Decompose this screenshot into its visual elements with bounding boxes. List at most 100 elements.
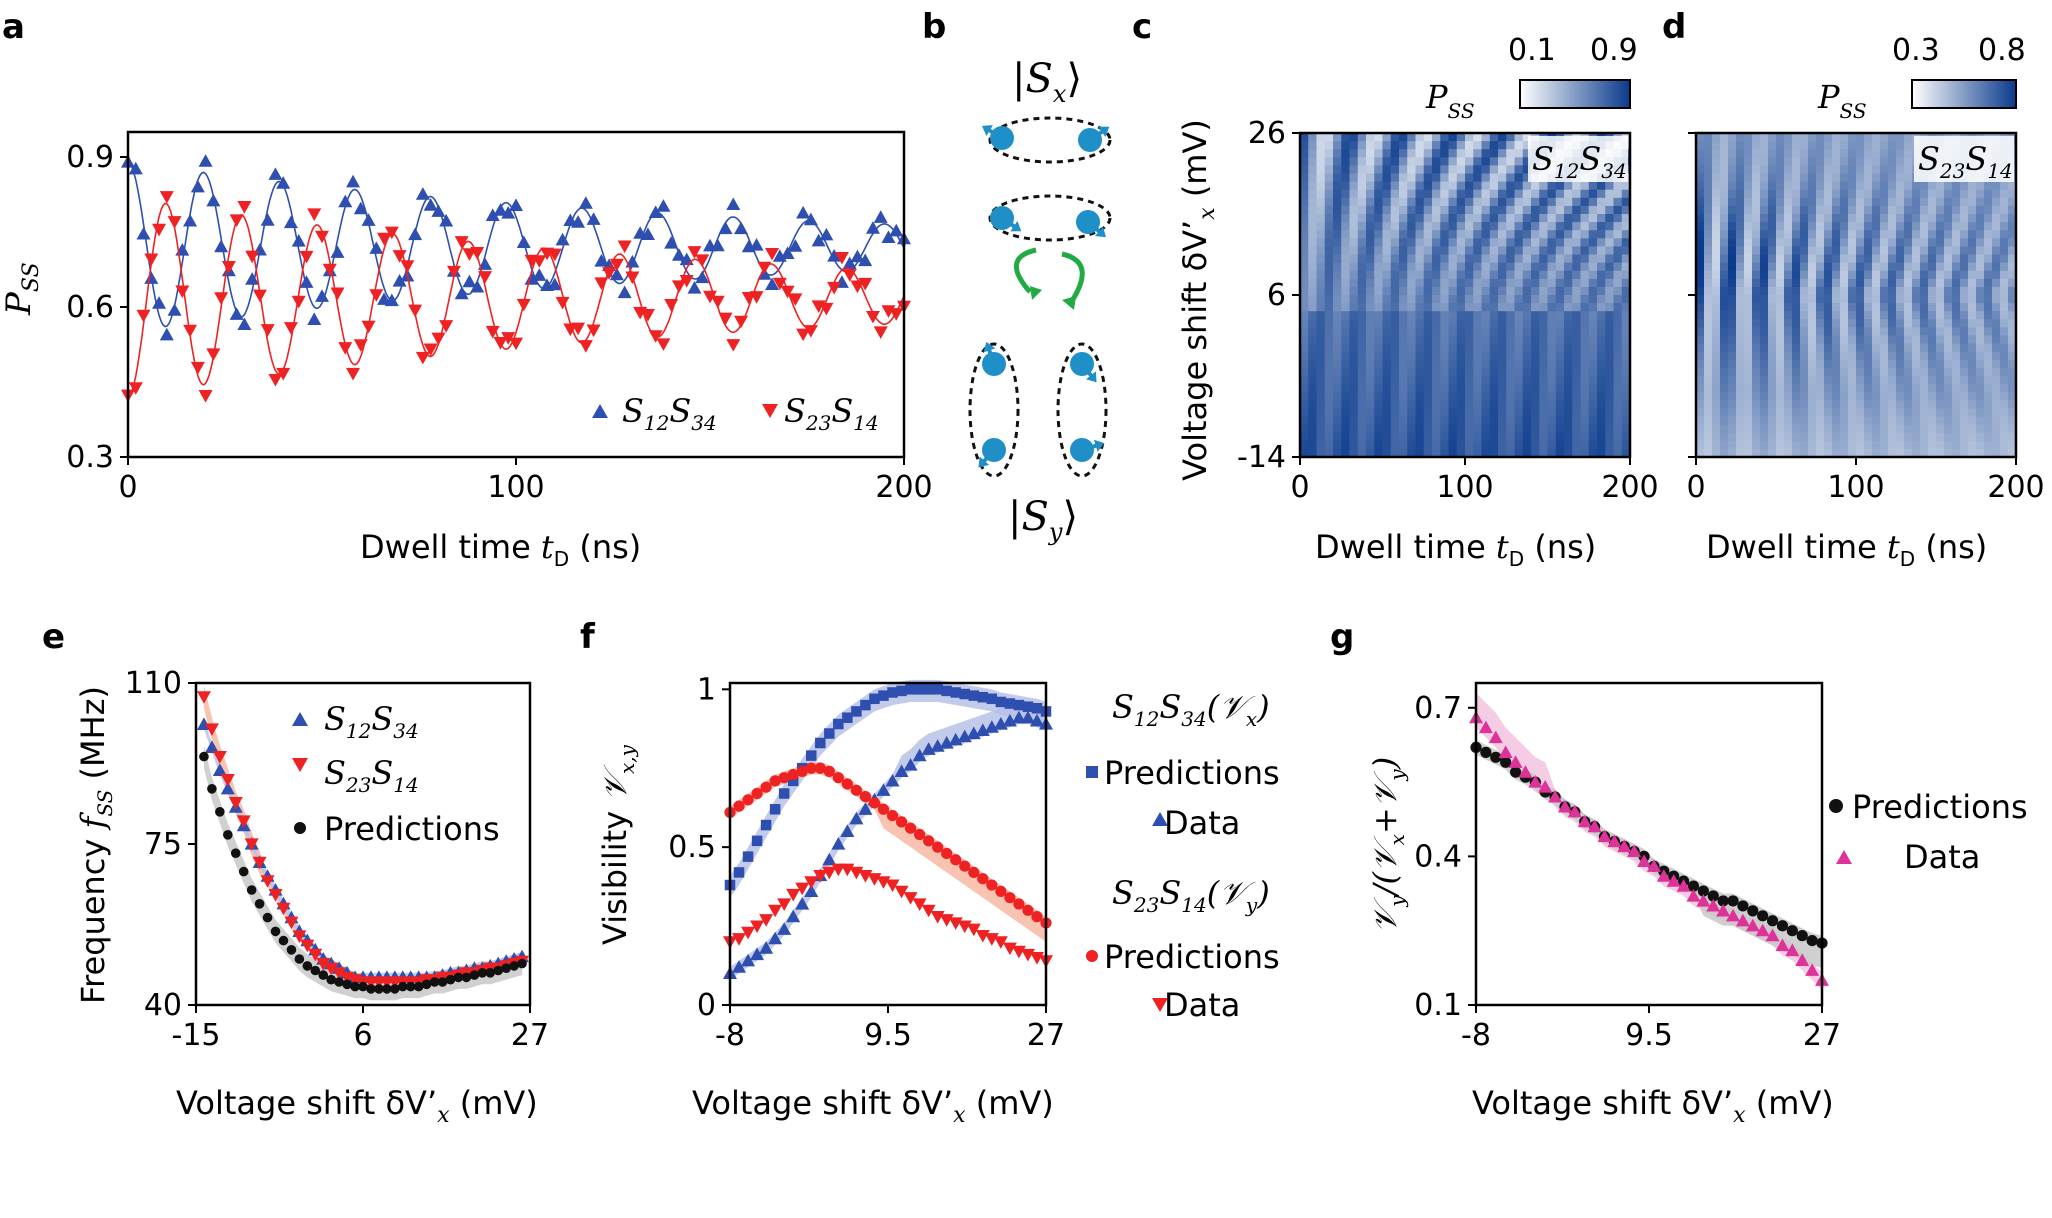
heatmap-cell (1423, 432, 1433, 442)
heatmap-cell (1572, 238, 1582, 247)
data-point-Predictions (230, 848, 241, 858)
x-tick-label: 0 (1686, 470, 1705, 505)
heatmap-cell (1984, 238, 1993, 247)
heatmap-cell (1912, 359, 1921, 369)
data-point-S23S14 (749, 291, 764, 304)
data-point-Predictions (262, 912, 273, 923)
heatmap-cell (1506, 278, 1516, 288)
heatmap-cell (1936, 286, 1945, 296)
heatmap-cell (1744, 133, 1753, 142)
heatmap-cell (2000, 351, 2009, 361)
heatmap-cell (1522, 278, 1532, 288)
heatmap-cell (1506, 448, 1516, 458)
heatmap-cell (1744, 311, 1753, 320)
heatmap-cell (1390, 238, 1400, 247)
heatmap-cell (1928, 448, 1937, 458)
heatmap-cell (1597, 303, 1606, 312)
heatmap-cell (1848, 214, 1857, 223)
heatmap-cell (1776, 376, 1785, 385)
data-point-S23S14 Predictions (787, 768, 799, 781)
heatmap-cell (1960, 392, 1969, 401)
heatmap-cell (1390, 384, 1400, 393)
heatmap-cell (1712, 295, 1721, 304)
heatmap-cell (1848, 367, 1857, 377)
panel-e-legend: S12S34 S23S14 Predictions (292, 700, 500, 848)
heatmap-cell (1968, 238, 1977, 247)
heatmap-cell (1880, 157, 1889, 166)
heatmap-cell (1952, 367, 1961, 377)
heatmap-cell (1936, 230, 1945, 239)
heatmap-cell (1440, 157, 1450, 166)
heatmap-cell (1736, 246, 1745, 256)
heatmap-cell (1800, 440, 1809, 450)
heatmap-cell (1936, 432, 1945, 442)
heatmap-cell (1514, 327, 1524, 337)
pair-ellipse (988, 116, 1112, 164)
heatmap-cell (1300, 440, 1309, 450)
heatmap-cell (1928, 400, 1937, 409)
heatmap-cell (1382, 400, 1392, 409)
data-point-S12S34 (369, 241, 384, 254)
heatmap-cell (1374, 303, 1384, 312)
heatmap-cell (1498, 197, 1507, 207)
heatmap-cell (1390, 173, 1400, 183)
heatmap-cell (1976, 262, 1985, 272)
heatmap-cell (1555, 222, 1565, 231)
heatmap-cell (1498, 141, 1507, 150)
legend-marker-s23s14 (292, 758, 308, 772)
heatmap-cell (1704, 303, 1713, 312)
data-point-S23S14 Data (975, 929, 990, 943)
heatmap-cell (1928, 303, 1937, 312)
heatmap-cell (1316, 335, 1326, 345)
heatmap-cell (1760, 205, 1769, 215)
heatmap-cell (1704, 335, 1713, 345)
heatmap-cell (1316, 440, 1326, 450)
heatmap-cell (1308, 254, 1318, 264)
heatmap-cell (1936, 440, 1945, 450)
heatmap-cell (1613, 278, 1623, 288)
heatmap-cell (1824, 408, 1833, 418)
heatmap-cell (1760, 448, 1769, 458)
data-point-Predictions (397, 981, 408, 992)
heatmap-cell (1912, 262, 1921, 272)
heatmap-cell (1896, 189, 1905, 199)
heatmap-cell (1704, 133, 1713, 142)
heatmap-cell (1816, 262, 1825, 272)
heatmap-cell (1547, 214, 1557, 223)
data-point-S12S34 (780, 246, 795, 259)
heatmap-cell (1904, 246, 1913, 256)
heatmap-cell (1776, 392, 1785, 401)
y-tick-label: 26 (1248, 116, 1286, 151)
heatmap-cell (1366, 319, 1375, 328)
heatmap-cell (1904, 205, 1913, 215)
heatmap-cell (1465, 384, 1474, 393)
heatmap-cell (1856, 173, 1865, 183)
heatmap-cell (1580, 254, 1590, 264)
heatmap-cell (1984, 303, 1993, 312)
heatmap-cell (1432, 416, 1441, 426)
heatmap-cell (1808, 432, 1817, 442)
heatmap-cell (2008, 319, 2017, 328)
heatmap-cell (1489, 384, 1499, 393)
heatmap-cell (1333, 408, 1342, 418)
heatmap-cell (1760, 440, 1769, 450)
data-point-S23S14 (316, 958, 331, 971)
heatmap-cell (1904, 197, 1913, 207)
heatmap-cell (1848, 141, 1857, 150)
heatmap-cell (1423, 246, 1433, 256)
heatmap-cell (1308, 278, 1318, 288)
heatmap-cell (1514, 408, 1524, 418)
heatmap-cell (1423, 165, 1433, 175)
data-point-S23S14 Predictions (1013, 898, 1025, 910)
panel-f-label: f (580, 617, 596, 657)
heatmap-cell (1976, 432, 1985, 442)
heatmap-cell (1448, 408, 1458, 418)
data-point-Predictions (302, 961, 313, 971)
heatmap-cell (1832, 286, 1841, 296)
heatmap-cell (1382, 424, 1392, 434)
heatmap-cell (1808, 384, 1817, 393)
heatmap-cell (1912, 295, 1921, 304)
heatmap-cell (1357, 392, 1367, 401)
heatmap-cell (1920, 214, 1929, 223)
data-point-Predictions (453, 972, 464, 983)
